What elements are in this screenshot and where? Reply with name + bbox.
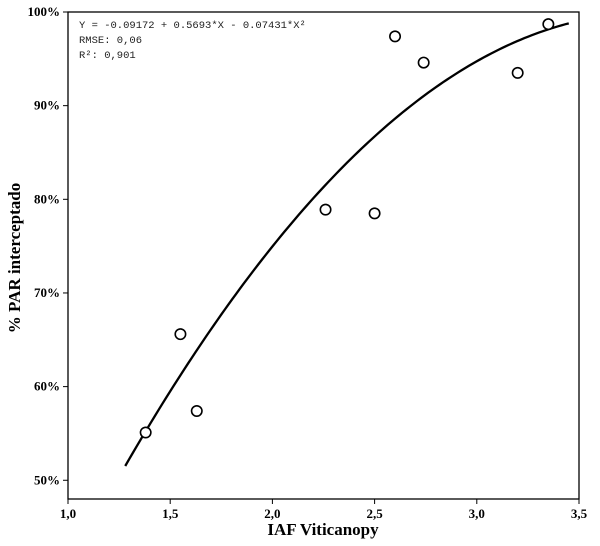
- r2-label: R²: 0,901: [79, 50, 136, 62]
- y-tick-label: 80%: [34, 191, 60, 206]
- equation-label: Y = -0.09172 + 0.5693*X - 0.07431*X²: [79, 20, 306, 32]
- data-point: [389, 30, 402, 43]
- y-tick-label: 70%: [34, 285, 60, 300]
- data-point: [511, 66, 524, 79]
- y-axis: 50% 60% 70% 80% 90% 100%: [28, 4, 68, 487]
- data-points-layer: [139, 18, 555, 439]
- y-tick-label: 90%: [34, 98, 60, 113]
- x-tick-label: 3,5: [571, 506, 588, 521]
- x-tick-label: 2,5: [366, 506, 383, 521]
- y-axis-title: % PAR interceptado: [5, 183, 24, 333]
- data-point: [417, 56, 430, 69]
- y-tick-label: 50%: [34, 472, 60, 487]
- regression-curve-layer: [124, 22, 570, 467]
- x-tick-label: 3,0: [469, 506, 485, 521]
- data-point: [190, 404, 203, 417]
- x-axis-title: IAF Viticanopy: [267, 520, 379, 539]
- regression-curve: [124, 22, 570, 467]
- x-axis: 1,0 1,5 2,0 2,5 3,0 3,5: [60, 499, 588, 521]
- y-tick-label: 60%: [34, 379, 60, 394]
- data-point: [319, 203, 332, 216]
- rmse-label: RMSE: 0,06: [79, 35, 142, 47]
- data-point: [174, 328, 187, 341]
- x-tick-label: 1,5: [162, 506, 179, 521]
- plot-frame: [67, 11, 580, 500]
- y-tick-label: 100%: [28, 4, 61, 19]
- data-point: [368, 207, 381, 220]
- data-point: [139, 426, 152, 439]
- x-tick-label: 2,0: [264, 506, 280, 521]
- data-point: [542, 18, 555, 31]
- x-tick-label: 1,0: [60, 506, 76, 521]
- fit-annotation: Y = -0.09172 + 0.5693*X - 0.07431*X² RMS…: [79, 20, 306, 62]
